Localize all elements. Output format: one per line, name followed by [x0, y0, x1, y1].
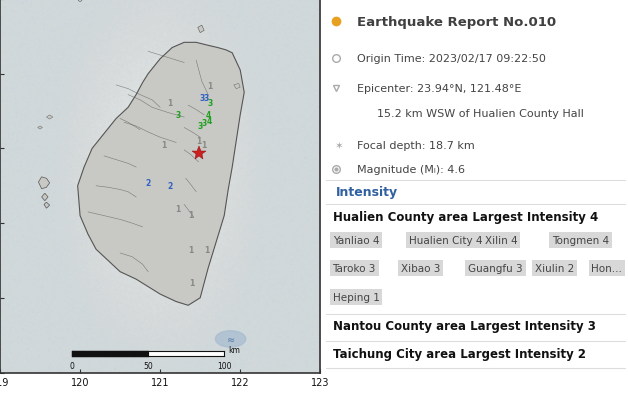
Text: 3: 3 — [207, 98, 212, 107]
Text: 3: 3 — [202, 119, 207, 128]
Text: 2: 2 — [167, 182, 172, 191]
Polygon shape — [38, 177, 50, 189]
Text: 3: 3 — [199, 94, 204, 103]
Text: Taichung City area Largest Intensity 2: Taichung City area Largest Intensity 2 — [333, 347, 585, 360]
Text: Hualien City 4: Hualien City 4 — [409, 236, 482, 245]
Text: 3: 3 — [175, 111, 180, 120]
Text: Taroko 3: Taroko 3 — [333, 264, 376, 273]
Text: Tongmen 4: Tongmen 4 — [552, 236, 609, 245]
Text: 1: 1 — [207, 82, 212, 91]
Text: Nantou County area Largest Intensity 3: Nantou County area Largest Intensity 3 — [333, 320, 595, 333]
Text: 1: 1 — [202, 141, 207, 150]
Polygon shape — [38, 127, 43, 130]
Text: Epicenter: 23.94°N, 121.48°E: Epicenter: 23.94°N, 121.48°E — [357, 84, 521, 94]
Text: Xilin 4: Xilin 4 — [485, 236, 517, 245]
Text: 1: 1 — [190, 279, 195, 288]
Text: 3: 3 — [203, 94, 208, 103]
Text: Hualien County area Largest Intensity 4: Hualien County area Largest Intensity 4 — [333, 210, 598, 223]
Polygon shape — [78, 43, 244, 305]
Text: Hon...: Hon... — [592, 264, 622, 273]
Text: Intensity: Intensity — [335, 186, 398, 199]
Text: Guangfu 3: Guangfu 3 — [468, 264, 522, 273]
Text: 4: 4 — [207, 116, 212, 125]
Text: 2: 2 — [146, 178, 151, 187]
Text: 1: 1 — [167, 98, 172, 107]
Text: km: km — [228, 345, 240, 354]
Text: 1: 1 — [175, 204, 180, 213]
Text: Heping 1: Heping 1 — [333, 292, 379, 302]
Text: 1: 1 — [161, 141, 167, 150]
Text: 50: 50 — [143, 361, 153, 370]
Text: ✶: ✶ — [334, 140, 343, 150]
Polygon shape — [41, 194, 48, 201]
Text: Focal depth: 18.7 km: Focal depth: 18.7 km — [357, 140, 475, 150]
Text: 100: 100 — [217, 361, 232, 370]
Text: 15.2 km WSW of Hualien County Hall: 15.2 km WSW of Hualien County Hall — [377, 109, 583, 118]
Text: Earthquake Report No.010: Earthquake Report No.010 — [357, 16, 556, 29]
Text: Yanliao 4: Yanliao 4 — [333, 236, 379, 245]
Text: Magnitude (Mₗ): 4.6: Magnitude (Mₗ): 4.6 — [357, 164, 465, 175]
Ellipse shape — [215, 331, 246, 347]
Polygon shape — [234, 84, 240, 90]
Polygon shape — [44, 202, 50, 209]
Text: 1: 1 — [204, 245, 209, 254]
Text: Xiulin 2: Xiulin 2 — [535, 264, 575, 273]
Text: 4: 4 — [205, 111, 211, 120]
Text: 1: 1 — [188, 245, 193, 254]
Text: Origin Time: 2023/02/17 09:22:50: Origin Time: 2023/02/17 09:22:50 — [357, 54, 546, 64]
Text: 1: 1 — [188, 210, 193, 219]
Text: 0: 0 — [70, 361, 75, 370]
Polygon shape — [78, 0, 82, 3]
Polygon shape — [46, 116, 53, 120]
Text: Xibao 3: Xibao 3 — [401, 264, 440, 273]
Text: ≈: ≈ — [227, 334, 235, 344]
Text: 1: 1 — [196, 137, 201, 146]
Polygon shape — [198, 26, 204, 34]
Text: 3: 3 — [198, 122, 203, 131]
